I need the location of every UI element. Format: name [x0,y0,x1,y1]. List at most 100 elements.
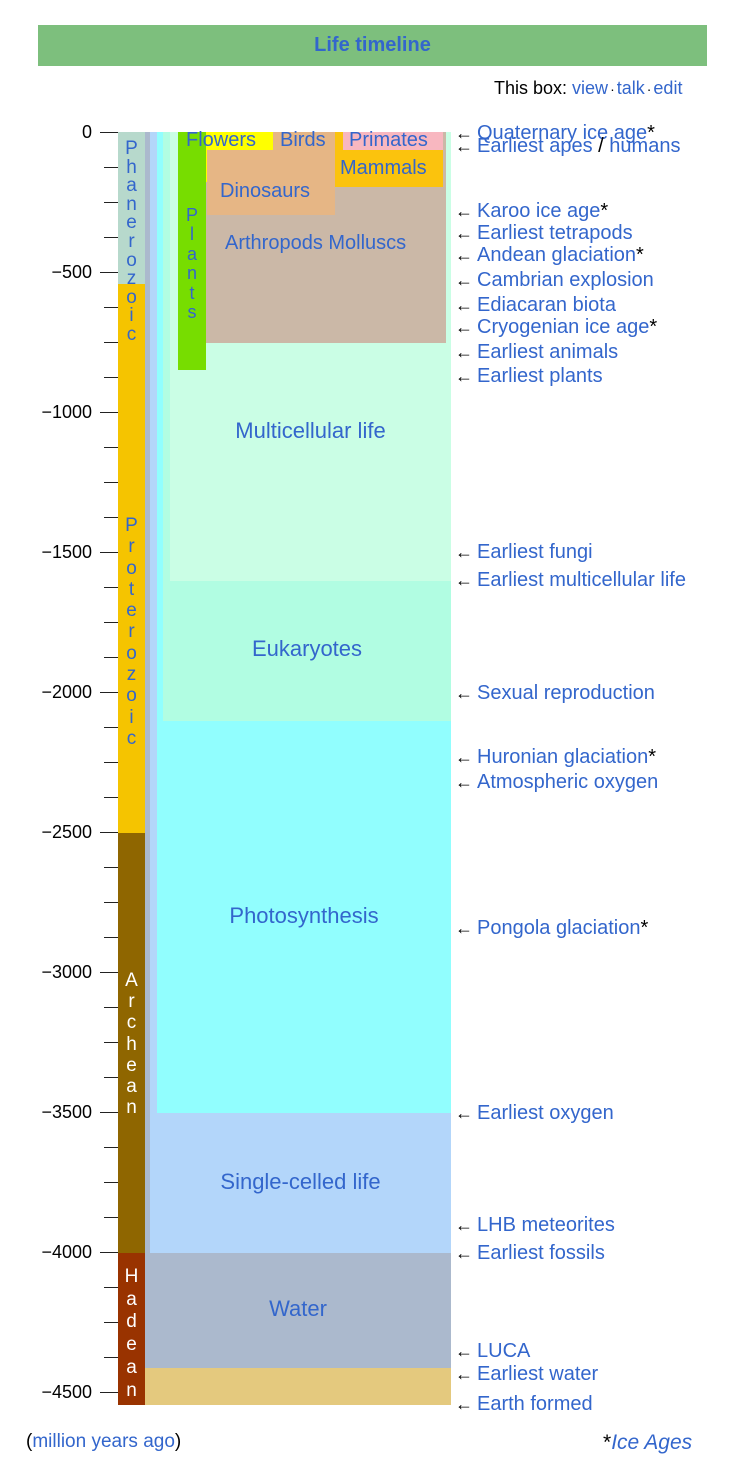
minor-tick [104,902,118,903]
ice-age-marker: * [600,200,609,222]
event-item: ← Earliest fossils [455,1241,605,1265]
minor-tick [104,237,118,238]
major-tick [100,132,118,133]
label-dinosaurs: Dinosaurs [220,180,311,202]
event-separator: / [592,135,610,157]
eon-label-hadean: H a d e a n [124,1266,139,1401]
arrow-left-icon: ← [455,136,473,156]
event-link[interactable]: Quaternary ice age [477,122,648,144]
label-arthropods-molluscs: Arthropods Molluscs [225,232,407,254]
event-link[interactable]: Earliest oxygen [477,1102,614,1124]
label-single-celled-life: Single-celled life [220,1169,381,1194]
eon-label-archean: A r c h e a n [125,970,138,1119]
minor-tick [104,167,118,168]
major-tick [100,972,118,973]
event-item: ← Cryogenian ice age* [455,315,657,339]
eon-archean [118,833,145,1253]
timeline-title: Life timeline [38,25,707,66]
major-tick [100,832,118,833]
event-link[interactable]: Cambrian explosion [477,269,654,291]
event-link[interactable]: Earliest fungi [477,541,593,563]
arrow-left-icon: ← [455,1243,473,1263]
event-link[interactable]: Karoo ice age [477,200,601,222]
arrow-left-icon: ← [455,295,473,315]
event-link[interactable]: Ediacaran biota [477,294,616,316]
nav-separator: · [646,81,652,97]
event-link[interactable]: Earliest apes [477,135,593,157]
event-item: ← Earth formed [455,1392,593,1416]
eon-label-phanerozoic: P h a n e r o z o i c [125,138,138,345]
event-link[interactable]: Cryogenian ice age [477,316,650,338]
event-link[interactable]: LHB meteorites [477,1214,615,1236]
event-item: ← Earliest oxygen [455,1101,614,1125]
event-link[interactable]: Sexual reproduction [477,682,655,704]
arrow-left-icon: ← [455,201,473,221]
arrow-left-icon: ← [455,918,473,938]
event-link[interactable]: Earliest tetrapods [477,222,633,244]
minor-tick [104,657,118,658]
event-item: ← Earliest water [455,1362,598,1386]
event-link[interactable]: Huronian glaciation [477,746,649,768]
tick-label: 0 [81,122,92,142]
event-link[interactable]: Earth formed [477,1393,593,1415]
major-tick [100,692,118,693]
tick-label: −2500 [41,822,92,842]
label-flowers: Flowers [186,129,257,151]
event-item: ← Earliest plants [455,364,603,388]
tick-label: −2000 [41,682,92,702]
minor-tick [104,1322,118,1323]
label-mammals: Mammals [340,157,427,179]
major-tick [100,412,118,413]
event-item: ← Pongola glaciation* [455,916,648,940]
event-link[interactable]: Andean glaciation [477,244,637,266]
minor-tick [104,447,118,448]
event-item: ← Quaternary ice age* [455,121,655,145]
minor-tick [104,482,118,483]
event-link[interactable]: Earliest plants [477,365,603,387]
arrow-left-icon: ← [455,342,473,362]
major-tick [100,272,118,273]
major-tick [100,1252,118,1253]
talk-link[interactable]: talk [616,78,645,98]
event-link[interactable]: Atmospheric oxygen [477,771,659,793]
arrow-left-icon: ← [455,683,473,703]
paren-close: ) [174,1431,182,1452]
minor-tick [104,1357,118,1358]
arrow-left-icon: ← [455,1215,473,1235]
minor-tick [104,587,118,588]
minor-tick [104,1007,118,1008]
view-link[interactable]: view [572,78,609,98]
minor-tick [104,202,118,203]
minor-tick [104,342,118,343]
ice-age-marker: * [647,122,655,144]
minor-tick [104,622,118,623]
label-primates: Primates [349,129,428,151]
event-link[interactable]: Earliest animals [477,341,619,363]
event-item: ← Atmospheric oxygen [455,770,658,794]
event-link[interactable]: humans [609,135,681,157]
event-link[interactable]: Earliest fossils [477,1242,605,1264]
event-link[interactable]: LUCA [477,1340,531,1362]
event-link[interactable]: Pongola glaciation [477,917,641,939]
eon-proterozoic [118,284,145,833]
arrow-left-icon: ← [455,570,473,590]
million-years-ago-link[interactable]: million years ago [32,1431,175,1452]
tick-label: −3500 [41,1102,92,1122]
event-item: ← Ediacaran biota [455,293,616,317]
event-item: ← Earliest apes / humans [455,134,680,158]
event-item: ← Huronian glaciation* [455,745,656,769]
edit-link[interactable]: edit [653,78,683,98]
eon-phanerozoic [118,132,145,284]
event-link[interactable]: Earliest water [477,1363,599,1385]
ice-ages-link[interactable]: Ice Ages [611,1431,693,1454]
minor-tick [104,1217,118,1218]
event-link[interactable]: Earliest multicellular life [477,569,686,591]
tick-label: −4500 [41,1382,92,1402]
minor-tick [104,762,118,763]
label-birds: Birds [280,129,326,151]
tick-label: −1500 [41,542,92,562]
tick-label: −4000 [41,1242,92,1262]
ice-age-marker: * [648,746,657,768]
event-item: ← Earliest multicellular life [455,568,686,592]
event-item: ← Andean glaciation* [455,243,644,267]
